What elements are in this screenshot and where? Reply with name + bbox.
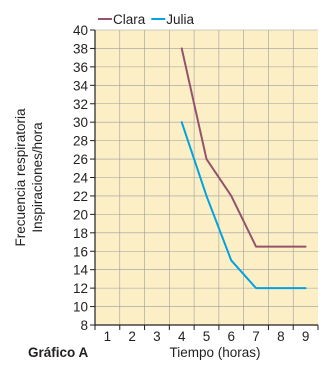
y-tick-label: 24 <box>73 171 89 186</box>
y-axis-title-line-2: Inspiraciones/hora <box>30 122 45 233</box>
x-tick-label: 9 <box>302 329 310 344</box>
legend: Clara Julia <box>98 12 195 27</box>
y-tick-label: 38 <box>73 41 88 56</box>
y-axis-ticks: 8 10 12 14 16 18 20 22 24 26 28 30 32 34 36 38 40 <box>73 23 95 333</box>
x-tick-label: 8 <box>277 329 285 344</box>
grid <box>95 29 318 325</box>
y-tick-label: 36 <box>73 60 88 75</box>
y-tick-label: 20 <box>73 207 88 222</box>
x-tick-label: 5 <box>203 329 211 344</box>
series-lines <box>180 47 307 290</box>
y-tick-label: 10 <box>73 300 88 315</box>
y-tick-label: 16 <box>73 244 88 259</box>
y-tick-label: 30 <box>73 115 88 130</box>
y-tick-label: 22 <box>73 189 88 204</box>
x-tick-label: 4 <box>178 329 186 344</box>
y-tick-label: 40 <box>73 23 88 38</box>
y-tick-label: 14 <box>73 263 89 278</box>
x-axis-title: Tiempo (horas) <box>169 345 260 360</box>
y-tick-label: 32 <box>73 97 88 112</box>
x-tick-label: 1 <box>104 329 112 344</box>
series-line-julia <box>180 121 307 290</box>
chart-caption: Gráfico A <box>28 345 89 360</box>
series-line-clara <box>180 47 307 248</box>
y-tick-label: 34 <box>73 78 89 93</box>
x-tick-label: 7 <box>252 329 260 344</box>
x-axis-ticks: 1 2 3 4 5 6 7 8 9 <box>94 325 319 344</box>
y-tick-label: 12 <box>73 281 88 296</box>
x-tick-label: 6 <box>228 329 236 344</box>
legend-label-julia: Julia <box>166 12 194 27</box>
y-tick-label: 28 <box>73 134 88 149</box>
y-tick-label: 8 <box>80 318 88 333</box>
y-axis-title-line-1: Frecuencia respiratoria <box>13 108 28 247</box>
legend-label-clara: Clara <box>113 12 146 27</box>
y-tick-label: 18 <box>73 226 88 241</box>
y-tick-label: 26 <box>73 152 88 167</box>
x-tick-label: 2 <box>128 329 136 344</box>
x-tick-label: 3 <box>153 329 161 344</box>
